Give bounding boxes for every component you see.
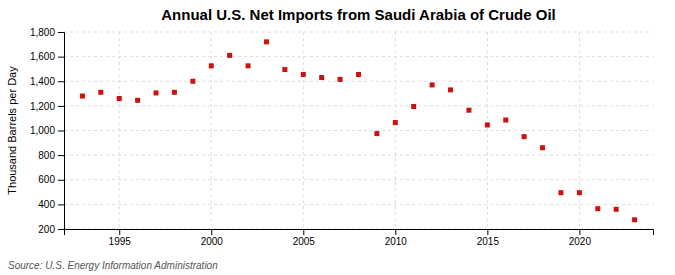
- x-axis-tick: 2005: [293, 229, 316, 247]
- grid-line-y: [64, 155, 653, 156]
- point: [282, 67, 287, 72]
- y-axis-tick: 1,800: [30, 27, 64, 38]
- x-axis-tick-mark: [303, 229, 304, 235]
- x-axis-tick: 2020: [569, 229, 592, 247]
- point: [172, 90, 177, 95]
- point: [540, 145, 545, 150]
- point: [117, 96, 122, 101]
- y-axis-tick-mark: [58, 229, 64, 230]
- source-note: Source: U.S. Energy Information Administ…: [8, 260, 218, 271]
- y-axis-tick-mark: [58, 81, 64, 82]
- point: [356, 72, 361, 77]
- y-axis-tick-label: 1,400: [30, 76, 55, 87]
- point: [503, 118, 508, 123]
- y-axis-tick-mark: [58, 106, 64, 107]
- chart-svg: 1995 2000 2005 2010 2015 2020 200 400 600 800 1,00…: [0, 0, 675, 275]
- x-axis-tick: 2015: [477, 229, 500, 247]
- x-axis-tick-label: 2005: [293, 236, 316, 247]
- points: [80, 39, 637, 222]
- y-axis-tick-label: 600: [38, 174, 55, 185]
- title: Annual U.S. Net Imports from Saudi Arabi…: [161, 6, 555, 23]
- grid: [64, 32, 653, 229]
- point: [466, 108, 471, 113]
- point: [485, 122, 490, 127]
- grid-line-y: [64, 105, 653, 106]
- grid-line-y: [64, 130, 653, 131]
- x-axis-tick-mark: [487, 229, 488, 235]
- y-axis-tick: 1,400: [30, 76, 64, 87]
- point: [264, 39, 269, 44]
- x-axis-tick-label: 2015: [477, 236, 500, 247]
- y-axis-tick-mark: [58, 57, 64, 58]
- y-axis-tick-label: 1,200: [30, 101, 55, 112]
- y-axis-tick-mark: [58, 32, 64, 33]
- y-axis-tick-label: 1,000: [30, 125, 55, 136]
- point: [190, 79, 195, 84]
- point: [374, 131, 379, 136]
- y-axis-tick-mark: [58, 131, 64, 132]
- x-axis-tick-label: 1995: [109, 236, 132, 247]
- y-axis-tick-label: 800: [38, 150, 55, 161]
- grid-line-y: [64, 81, 653, 82]
- y-axis-tick-label: 1,800: [30, 27, 55, 38]
- y-axis-line: [58, 33, 65, 230]
- point: [411, 104, 416, 109]
- y-axis: 200 400 600 800 1,000 1,200 1,400 1,600 1,800: [30, 27, 65, 235]
- point: [246, 63, 251, 68]
- x-axis-line: [65, 230, 654, 236]
- x-axis: 1995 2000 2005 2010 2015 2020: [65, 229, 654, 247]
- y-axis-tick-label: 400: [38, 199, 55, 210]
- point: [98, 90, 103, 95]
- y-axis-tick: 400: [38, 199, 64, 210]
- point: [80, 94, 85, 99]
- point: [301, 72, 306, 77]
- grid-line-y: [64, 56, 653, 57]
- y-axis-tick: 800: [38, 150, 64, 161]
- grid-line-y: [64, 179, 653, 180]
- y-axis-tick: 200: [38, 224, 64, 235]
- x-axis-tick-mark: [119, 229, 120, 235]
- y-axis-tick: 1,600: [30, 51, 64, 62]
- x-axis-tick-label: 2000: [201, 236, 224, 247]
- point: [614, 207, 619, 212]
- y-axis-tick-label: 1,600: [30, 51, 55, 62]
- grid-line-x: [579, 32, 580, 229]
- point: [393, 120, 398, 125]
- point: [227, 53, 232, 58]
- point: [319, 75, 324, 80]
- point: [430, 82, 435, 87]
- x-axis-tick-mark: [211, 229, 212, 235]
- y-axis-tick: 600: [38, 174, 64, 185]
- point: [338, 77, 343, 82]
- x-axis-tick: 2010: [385, 229, 408, 247]
- y-axis-tick-label: 200: [38, 224, 55, 235]
- point: [448, 87, 453, 92]
- point: [577, 190, 582, 195]
- point: [522, 134, 527, 139]
- x-axis-tick: 1995: [109, 229, 132, 247]
- y-axis-tick-mark: [58, 204, 64, 205]
- y-axis-tick: 1,000: [30, 125, 64, 136]
- point: [209, 63, 214, 68]
- point: [558, 190, 563, 195]
- y-axis-tick: 1,200: [30, 101, 64, 112]
- x-axis-tick-label: 2010: [385, 236, 408, 247]
- grid-line-y: [64, 32, 653, 33]
- plot: 1995 2000 2005 2010 2015 2020 200 400 600 800 1,00…: [30, 27, 654, 247]
- point: [632, 217, 637, 222]
- grid-line-y: [64, 204, 653, 205]
- x-axis-tick-label: 2020: [569, 236, 592, 247]
- x-axis-tick-mark: [395, 229, 396, 235]
- chart-container: 1995 2000 2005 2010 2015 2020 200 400 600 800 1,00…: [0, 0, 675, 275]
- point: [595, 206, 600, 211]
- point: [154, 90, 159, 95]
- y-axis-tick-mark: [58, 180, 64, 181]
- x-axis-tick: 2000: [201, 229, 224, 247]
- grid-line-x: [303, 32, 304, 229]
- y-axis-title: Thousand Barrels per Day: [6, 66, 18, 195]
- x-axis-tick-mark: [579, 229, 580, 235]
- point: [135, 98, 140, 103]
- y-axis-tick-mark: [58, 155, 64, 156]
